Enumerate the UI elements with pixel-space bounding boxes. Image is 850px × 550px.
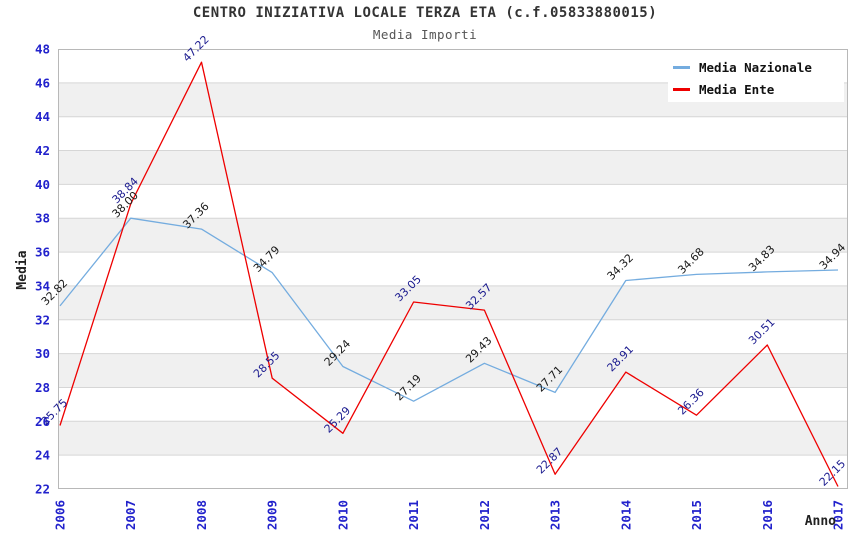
y-tick-label: 46 [35,75,50,90]
legend: Media Nazionale Media Ente [668,53,844,102]
series-line-media-ente [59,61,839,487]
y-tick-label: 38 [35,211,50,226]
plot-band [58,387,848,422]
x-axis-title: Anno [805,514,836,529]
plot-band [58,116,848,151]
y-tick-label: 44 [35,109,50,124]
y-tick-label: 34 [35,278,50,293]
x-tick-label: 2009 [265,500,280,530]
legend-label: Media Ente [699,81,775,97]
x-tick-label: 2014 [618,500,633,530]
x-tick-label: 2010 [335,500,350,530]
plot-band [58,150,848,185]
y-tick-label: 28 [35,380,50,395]
series-line-media-nazionale [59,217,839,402]
plot-band [58,252,848,286]
plot-band [58,421,848,456]
x-tick-label: 2017 [831,500,846,530]
x-tick-label: 2012 [477,500,492,530]
plot-band [58,184,848,219]
y-tick-label: 36 [35,245,50,260]
plot-band [58,218,848,253]
plot-border [58,49,848,489]
plot-band [58,285,848,320]
y-tick-label: 32 [35,312,50,327]
chart-title: CENTRO INIZIATIVA LOCALE TERZA ETA (c.f.… [192,5,658,21]
x-tick-label: 2006 [53,500,68,530]
x-tick-label: 2011 [406,500,421,530]
plot-band [58,353,848,388]
plot-band [58,455,848,489]
plot-band [58,319,848,354]
legend-dash-icon [673,87,690,91]
y-tick-label: 42 [35,143,50,158]
x-tick-label: 2007 [123,500,138,530]
x-tick-label: 2013 [548,500,563,530]
y-tick-label: 40 [35,177,50,192]
y-tick-label: 48 [35,42,50,57]
chart-subtitle: Media Importi [372,27,478,42]
y-tick-label: 30 [35,346,50,361]
legend-item-media-ente: Media Ente [668,78,844,100]
y-tick-label: 24 [35,448,50,463]
y-tick-label: 22 [35,482,50,497]
x-tick-label: 2015 [689,500,704,530]
legend-label: Media Nazionale [699,59,812,75]
legend-dash-icon [673,65,690,69]
y-axis-title: Media [15,250,30,289]
y-tick-label: 26 [35,414,50,429]
x-tick-label: 2008 [194,500,209,530]
legend-item-media-nazionale: Media Nazionale [668,56,844,78]
x-tick-label: 2016 [760,500,775,530]
